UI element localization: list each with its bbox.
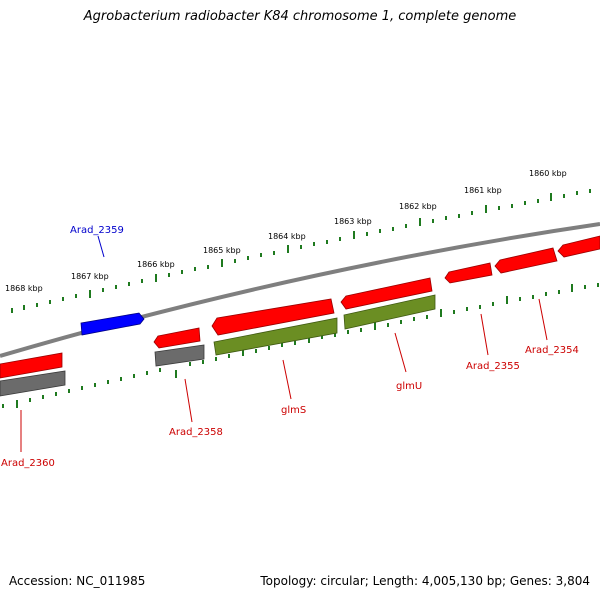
kbp-label: 1868 kbp (5, 284, 43, 293)
gene-glmu-product[interactable] (343, 294, 436, 330)
gene-arad-2358-product[interactable] (154, 344, 205, 367)
label-leader-glmu (394, 332, 407, 373)
gene-glms-product[interactable] (213, 317, 338, 356)
label-leader-arad-2355 (480, 313, 489, 356)
gene-glmu[interactable] (340, 277, 433, 310)
gene-label-arad-2355: Arad_2355 (466, 361, 520, 372)
kbp-label: 1862 kbp (399, 202, 437, 211)
kbp-label: 1861 kbp (464, 186, 502, 195)
map-title: Agrobacterium radiobacter K84 chromosome… (83, 9, 517, 24)
gene-label-arad-2354: Arad_2354 (525, 345, 579, 356)
kbp-label: 1866 kbp (137, 260, 175, 269)
gene-label-glms: glmS (281, 405, 306, 416)
accession-text: Accession: NC_011985 (9, 574, 146, 588)
kbp-label: 1860 kbp (529, 169, 567, 178)
gene-label-glmu: glmU (396, 381, 422, 392)
label-leader-arad-2354 (538, 298, 548, 341)
gene-label-arad-2358: Arad_2358 (169, 427, 223, 438)
forward-tick-track (11, 189, 591, 313)
label-leader-arad-2358 (184, 378, 193, 423)
gene-arad-2360[interactable] (0, 352, 63, 379)
label-leader-glms (282, 359, 292, 400)
gene-arad-2354[interactable] (494, 247, 558, 274)
label-leader-arad-2359 (97, 235, 105, 258)
gene-label-arad-2359: Arad_2359 (70, 225, 124, 236)
gene-arad-2359[interactable] (80, 312, 145, 336)
kbp-label: 1863 kbp (334, 217, 372, 226)
reverse-tick-track (2, 283, 599, 408)
gene-arad-2360-product[interactable] (0, 370, 66, 397)
gene-arad-2355[interactable] (444, 262, 493, 284)
gene-glms[interactable] (211, 298, 335, 336)
gene-label-arad-2360: Arad_2360 (1, 458, 55, 469)
kbp-label: 1865 kbp (203, 246, 241, 255)
gene-partial-right[interactable] (557, 235, 600, 258)
kbp-label: 1864 kbp (268, 232, 306, 241)
kbp-label: 1867 kbp (71, 272, 109, 281)
topology-text: Topology: circular; Length: 4,005,130 bp… (260, 574, 590, 588)
gene-arad-2358[interactable] (153, 327, 201, 349)
